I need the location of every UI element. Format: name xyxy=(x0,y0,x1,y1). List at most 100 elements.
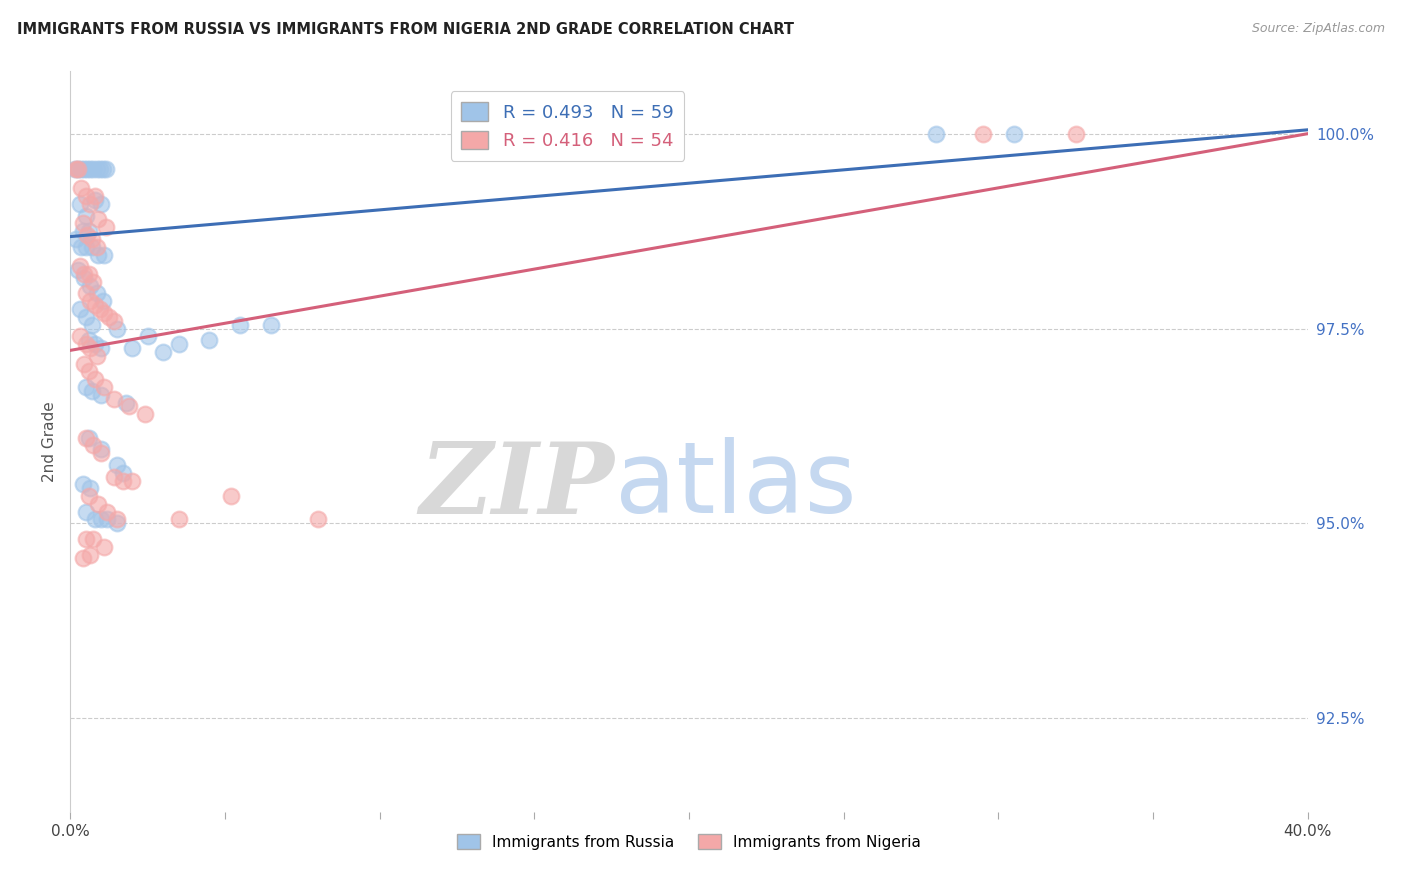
Point xyxy=(134,407,156,421)
Point xyxy=(198,333,221,347)
Point xyxy=(69,259,91,273)
Point xyxy=(84,337,107,351)
Point xyxy=(75,380,97,394)
Point xyxy=(94,220,117,235)
Point xyxy=(167,337,190,351)
Point xyxy=(105,516,128,531)
Point xyxy=(75,240,97,254)
Point xyxy=(105,512,128,526)
Text: atlas: atlas xyxy=(614,437,856,534)
Point xyxy=(77,224,100,238)
Point xyxy=(76,161,98,176)
Point xyxy=(77,333,100,347)
Point xyxy=(86,349,108,363)
Point xyxy=(111,466,134,480)
Point xyxy=(80,232,103,246)
Point xyxy=(925,127,948,141)
Point xyxy=(121,474,143,488)
Point xyxy=(90,341,112,355)
Point xyxy=(65,161,87,176)
Point xyxy=(70,161,93,176)
Point xyxy=(77,267,100,281)
Point xyxy=(87,497,110,511)
Point xyxy=(89,161,111,176)
Point xyxy=(115,395,138,409)
Point xyxy=(79,294,101,309)
Point xyxy=(1002,127,1025,141)
Point xyxy=(82,532,105,546)
Point xyxy=(84,193,107,207)
Point xyxy=(79,161,101,176)
Point xyxy=(103,469,125,483)
Point xyxy=(67,161,90,176)
Point xyxy=(167,512,190,526)
Point xyxy=(77,431,100,445)
Point xyxy=(79,278,101,293)
Point xyxy=(1064,127,1087,141)
Text: Source: ZipAtlas.com: Source: ZipAtlas.com xyxy=(1251,22,1385,36)
Point xyxy=(98,310,120,324)
Point xyxy=(86,161,108,176)
Point xyxy=(69,329,91,343)
Point xyxy=(72,216,94,230)
Point xyxy=(75,532,97,546)
Point xyxy=(67,263,90,277)
Point xyxy=(91,294,114,309)
Point xyxy=(69,197,91,211)
Point xyxy=(972,127,994,141)
Y-axis label: 2nd Grade: 2nd Grade xyxy=(42,401,58,482)
Point xyxy=(87,212,110,227)
Point xyxy=(86,286,108,301)
Text: ZIP: ZIP xyxy=(420,438,614,534)
Point xyxy=(75,310,97,324)
Point xyxy=(93,247,115,261)
Point xyxy=(77,489,100,503)
Point xyxy=(77,364,100,378)
Point xyxy=(75,505,97,519)
Point xyxy=(79,481,101,495)
Point xyxy=(73,267,96,281)
Text: IMMIGRANTS FROM RUSSIA VS IMMIGRANTS FROM NIGERIA 2ND GRADE CORRELATION CHART: IMMIGRANTS FROM RUSSIA VS IMMIGRANTS FRO… xyxy=(17,22,794,37)
Point xyxy=(73,161,96,176)
Point xyxy=(79,341,101,355)
Point xyxy=(72,224,94,238)
Point xyxy=(105,458,128,472)
Point xyxy=(80,384,103,398)
Point xyxy=(94,161,117,176)
Point xyxy=(84,372,107,386)
Point xyxy=(118,400,141,414)
Point xyxy=(229,318,252,332)
Point xyxy=(73,271,96,285)
Point xyxy=(89,301,111,316)
Point xyxy=(72,551,94,566)
Point xyxy=(82,275,105,289)
Point xyxy=(79,548,101,562)
Point xyxy=(80,240,103,254)
Point xyxy=(90,197,112,211)
Point xyxy=(103,392,125,406)
Point xyxy=(103,314,125,328)
Point xyxy=(63,161,86,176)
Point xyxy=(65,232,87,246)
Point xyxy=(84,512,107,526)
Point xyxy=(69,301,91,316)
Point xyxy=(75,286,97,301)
Point xyxy=(90,446,112,460)
Point xyxy=(84,189,107,203)
Point xyxy=(152,345,174,359)
Point xyxy=(75,209,97,223)
Point xyxy=(75,189,97,203)
Point xyxy=(70,181,93,195)
Point xyxy=(73,357,96,371)
Point xyxy=(307,512,329,526)
Point xyxy=(90,512,112,526)
Point xyxy=(70,240,93,254)
Point xyxy=(121,341,143,355)
Point xyxy=(82,161,105,176)
Point xyxy=(219,489,242,503)
Point xyxy=(90,388,112,402)
Point xyxy=(93,306,115,320)
Point xyxy=(76,227,98,242)
Point xyxy=(93,540,115,554)
Point xyxy=(93,380,115,394)
